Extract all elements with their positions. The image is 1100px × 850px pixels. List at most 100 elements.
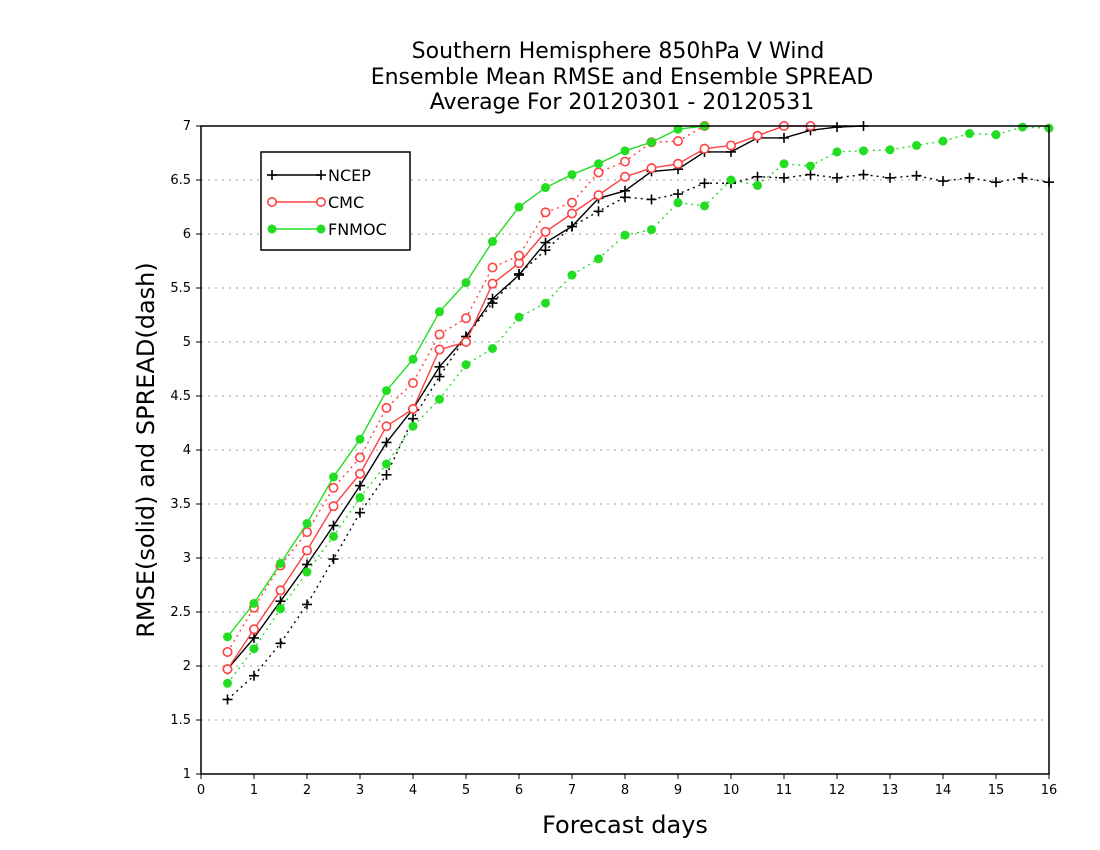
data-point: [620, 192, 630, 203]
x-tick-label: 4: [409, 783, 417, 798]
data-point: [435, 394, 444, 404]
data-point: [540, 207, 551, 218]
data-point: [991, 130, 1001, 140]
data-point: [753, 180, 762, 190]
data-point: [222, 646, 233, 657]
data-point: [302, 567, 312, 577]
data-point: [752, 171, 763, 182]
y-tick-label: 6: [183, 227, 191, 242]
x-tick-label: 0: [197, 783, 205, 798]
data-point: [434, 361, 445, 372]
series-layer: [222, 121, 1054, 705]
data-point: [672, 136, 683, 147]
x-axis-label: Forecast days: [542, 811, 708, 839]
data-point: [275, 585, 286, 596]
data-point: [672, 158, 683, 169]
data-point: [381, 469, 392, 480]
data-point: [885, 172, 895, 183]
data-point: [964, 172, 975, 183]
x-tick-label: 14: [935, 783, 952, 798]
data-point: [567, 270, 577, 280]
data-point: [434, 329, 445, 340]
data-point: [461, 278, 471, 288]
series-ncep-dash: [222, 169, 1054, 705]
data-point: [859, 146, 868, 156]
y-tick-label: 1: [183, 767, 191, 782]
legend-item-fnmoc: FNMOC: [267, 220, 387, 239]
data-point: [223, 632, 232, 642]
legend-marker: [267, 224, 277, 234]
data-point: [646, 163, 657, 174]
data-point: [223, 678, 232, 688]
data-point: [1017, 172, 1028, 183]
data-point: [594, 159, 603, 169]
x-tick-label: 3: [356, 783, 364, 798]
data-point: [646, 194, 657, 205]
series-fnmoc-dash: [223, 122, 1054, 688]
data-point: [434, 371, 445, 382]
tick-labels: 11.522.533.544.555.566.570 1 2 3 4 5 6 7 8 9 10 11 1…: [170, 119, 1057, 798]
data-point: [302, 518, 312, 528]
data-point: [328, 554, 339, 565]
chart-title-line-2: Ensemble Mean RMSE and Ensemble SPREAD: [371, 65, 874, 90]
data-point: [354, 452, 365, 463]
data-point: [699, 178, 710, 189]
data-point: [328, 520, 339, 531]
data-point: [487, 298, 498, 309]
y-tick-label: 7: [183, 119, 191, 134]
data-point: [858, 169, 869, 180]
data-point: [249, 670, 259, 681]
data-point: [911, 170, 922, 181]
data-point: [222, 664, 233, 675]
y-tick-label: 6.5: [170, 173, 191, 188]
data-point: [806, 161, 815, 171]
data-point: [885, 145, 895, 155]
y-tick-label: 2: [183, 659, 191, 674]
data-point: [912, 140, 921, 150]
data-point: [249, 624, 260, 635]
data-point: [222, 694, 233, 705]
data-point: [276, 558, 285, 568]
data-point: [619, 156, 630, 167]
data-point: [541, 183, 550, 193]
data-point: [487, 262, 498, 273]
data-point: [805, 169, 816, 180]
legend-label: FNMOC: [328, 220, 387, 239]
y-tick-label: 4: [183, 443, 191, 458]
y-tick-label: 5.5: [170, 281, 191, 296]
data-point: [673, 189, 683, 200]
data-point: [938, 176, 948, 187]
x-tick-label: 16: [1041, 783, 1058, 798]
data-point: [355, 434, 365, 444]
x-tick-label: 15: [988, 783, 1005, 798]
data-point: [461, 360, 471, 370]
data-point: [540, 226, 551, 237]
data-point: [488, 343, 497, 353]
data-point: [407, 403, 418, 414]
data-point: [594, 254, 603, 264]
data-point: [673, 198, 683, 208]
y-tick-label: 2.5: [170, 605, 191, 620]
data-point: [249, 598, 259, 608]
series-line-ncep-dash: [227, 173, 1050, 701]
data-point: [514, 312, 524, 322]
data-point: [435, 307, 444, 317]
x-tick-label: 2: [303, 783, 311, 798]
data-point: [354, 468, 365, 479]
data-point: [938, 136, 948, 146]
data-point: [355, 493, 365, 503]
data-point: [513, 250, 524, 261]
data-point: [752, 130, 763, 141]
series-fnmoc-solid: [223, 121, 709, 642]
x-tick-label: 1: [250, 783, 258, 798]
data-point: [700, 201, 709, 211]
y-tick-label: 4.5: [170, 389, 191, 404]
y-tick-label: 1.5: [170, 713, 191, 728]
data-point: [381, 421, 392, 432]
data-point: [832, 147, 842, 157]
data-point: [965, 129, 974, 139]
data-point: [566, 197, 577, 208]
data-point: [301, 527, 312, 538]
data-point: [382, 386, 391, 396]
